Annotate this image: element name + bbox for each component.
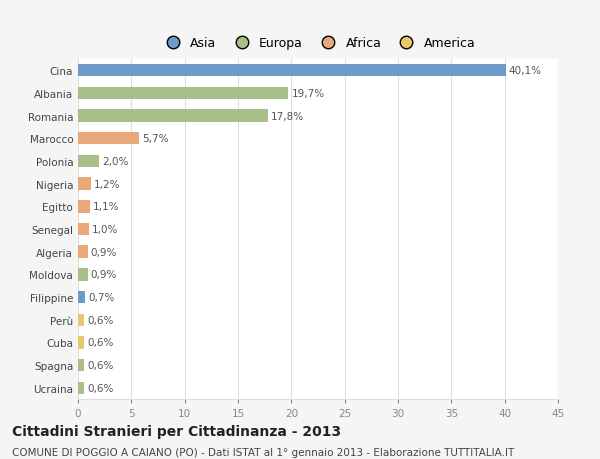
Text: 2,0%: 2,0% <box>103 157 129 167</box>
Text: 17,8%: 17,8% <box>271 111 304 121</box>
Bar <box>78 291 85 304</box>
Text: COMUNE DI POGGIO A CAIANO (PO) - Dati ISTAT al 1° gennaio 2013 - Elaborazione TU: COMUNE DI POGGIO A CAIANO (PO) - Dati IS… <box>12 448 514 458</box>
Bar <box>78 223 89 236</box>
Bar <box>78 382 85 394</box>
Text: 40,1%: 40,1% <box>509 66 542 76</box>
Bar <box>78 359 85 372</box>
Text: 0,6%: 0,6% <box>88 383 114 393</box>
Text: 1,2%: 1,2% <box>94 179 121 189</box>
Bar <box>78 201 90 213</box>
Bar <box>78 110 268 123</box>
Text: 0,7%: 0,7% <box>89 292 115 302</box>
Text: 0,6%: 0,6% <box>88 338 114 348</box>
Bar <box>78 246 88 258</box>
Text: 0,6%: 0,6% <box>88 315 114 325</box>
Bar <box>78 269 88 281</box>
Bar <box>78 314 85 326</box>
Text: 0,6%: 0,6% <box>88 360 114 370</box>
Text: 0,9%: 0,9% <box>91 270 117 280</box>
Text: 0,9%: 0,9% <box>91 247 117 257</box>
Bar <box>78 178 91 190</box>
Text: 1,1%: 1,1% <box>93 202 119 212</box>
Text: 1,0%: 1,0% <box>92 224 118 235</box>
Bar <box>78 65 506 77</box>
Text: Cittadini Stranieri per Cittadinanza - 2013: Cittadini Stranieri per Cittadinanza - 2… <box>12 425 341 438</box>
Bar <box>78 133 139 145</box>
Bar <box>78 87 288 100</box>
Text: 19,7%: 19,7% <box>292 89 325 99</box>
Bar <box>78 155 100 168</box>
Legend: Asia, Europa, Africa, America: Asia, Europa, Africa, America <box>160 37 476 50</box>
Bar <box>78 336 85 349</box>
Text: 5,7%: 5,7% <box>142 134 169 144</box>
